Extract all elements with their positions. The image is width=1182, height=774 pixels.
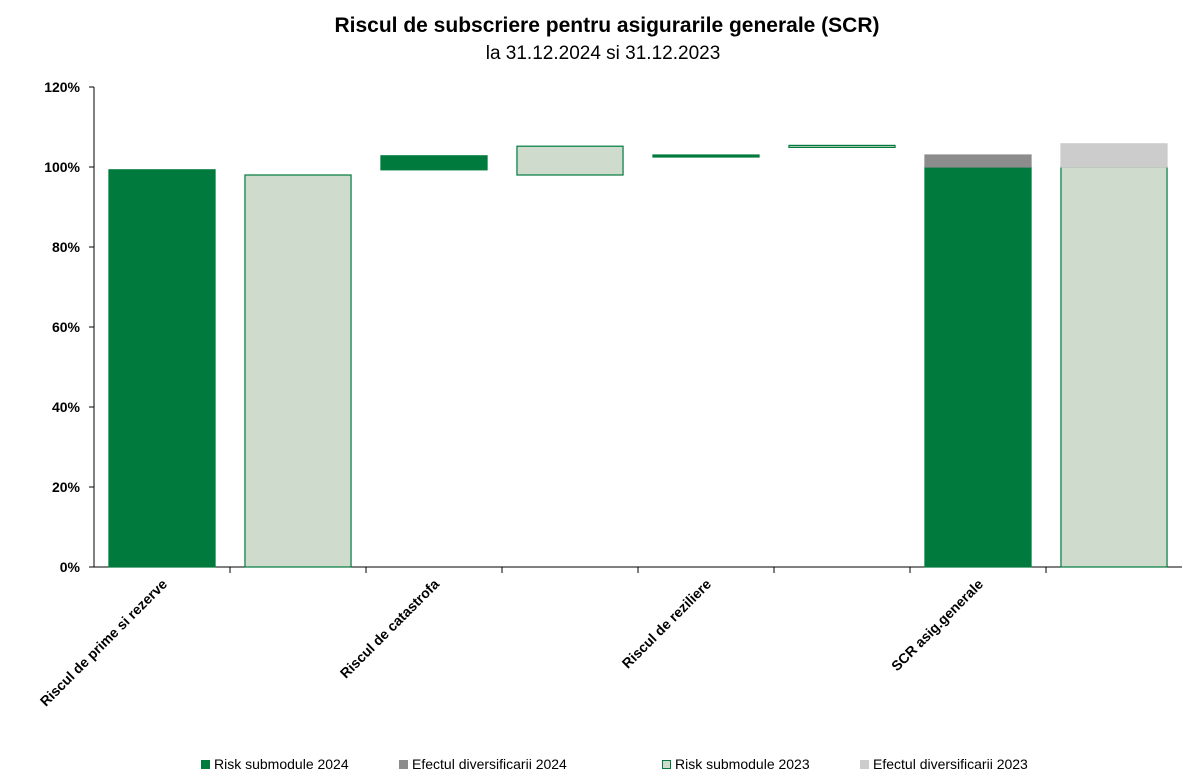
x-tick-label: Riscul de prime si rezerve (37, 576, 171, 710)
bar-risk-submodule-2024 (924, 166, 1032, 568)
x-tick-label: SCR asig.generale (888, 576, 986, 674)
legend-item: Efectul diversificarii 2024 (399, 756, 567, 772)
legend-label: Efectul diversificarii 2024 (412, 756, 567, 772)
chart-subtitle: la 31.12.2024 si 31.12.2023 (485, 43, 721, 64)
legend-label: Efectul diversificarii 2023 (873, 756, 1028, 772)
bar-risk-submodule-2023 (788, 144, 896, 148)
bar-efectul-diversificarii-2024 (924, 154, 1032, 168)
bar-risk-submodule-2023 (244, 174, 352, 568)
legend-item: Efectul diversificarii 2023 (860, 756, 1028, 772)
legend-label: Risk submodule 2024 (214, 756, 349, 772)
legend-label: Risk submodule 2023 (675, 756, 810, 772)
bar-efectul-diversificarii-2023 (1060, 143, 1168, 168)
x-tick-label: Riscul de reziliere (619, 576, 715, 672)
bar-risk-submodule-2023 (516, 145, 624, 176)
legend-item: Risk submodule 2023 (662, 756, 810, 772)
y-tick-label: 40% (52, 399, 81, 415)
chart-title: Riscul de subscriere pentru asigurarile … (334, 14, 880, 37)
y-tick-label: 100% (44, 159, 80, 175)
y-tick-label: 20% (52, 479, 81, 495)
legend-item: Risk submodule 2024 (201, 756, 349, 772)
bar-risk-submodule-2024 (652, 154, 760, 158)
y-tick-label: 0% (60, 559, 81, 575)
y-tick-label: 120% (44, 79, 80, 95)
legend-swatch (399, 760, 408, 769)
legend-swatch (860, 760, 869, 769)
y-tick-label: 80% (52, 239, 81, 255)
chart-legend: Risk submodule 2024 Efectul diversificari… (0, 756, 1182, 774)
x-tick-label: Riscul de catastrofa (337, 576, 443, 682)
y-tick-label: 60% (52, 319, 81, 335)
bar-risk-submodule-2023 (1060, 166, 1168, 568)
waterfall-chart: 0% 20% 40% 60% 80% 100% 120% Riscul de prime si… (37, 79, 1182, 710)
bar-risk-submodule-2024 (108, 169, 216, 568)
legend-swatch (201, 760, 210, 769)
legend-swatch (662, 760, 671, 769)
bar-risk-submodule-2024 (380, 155, 488, 171)
